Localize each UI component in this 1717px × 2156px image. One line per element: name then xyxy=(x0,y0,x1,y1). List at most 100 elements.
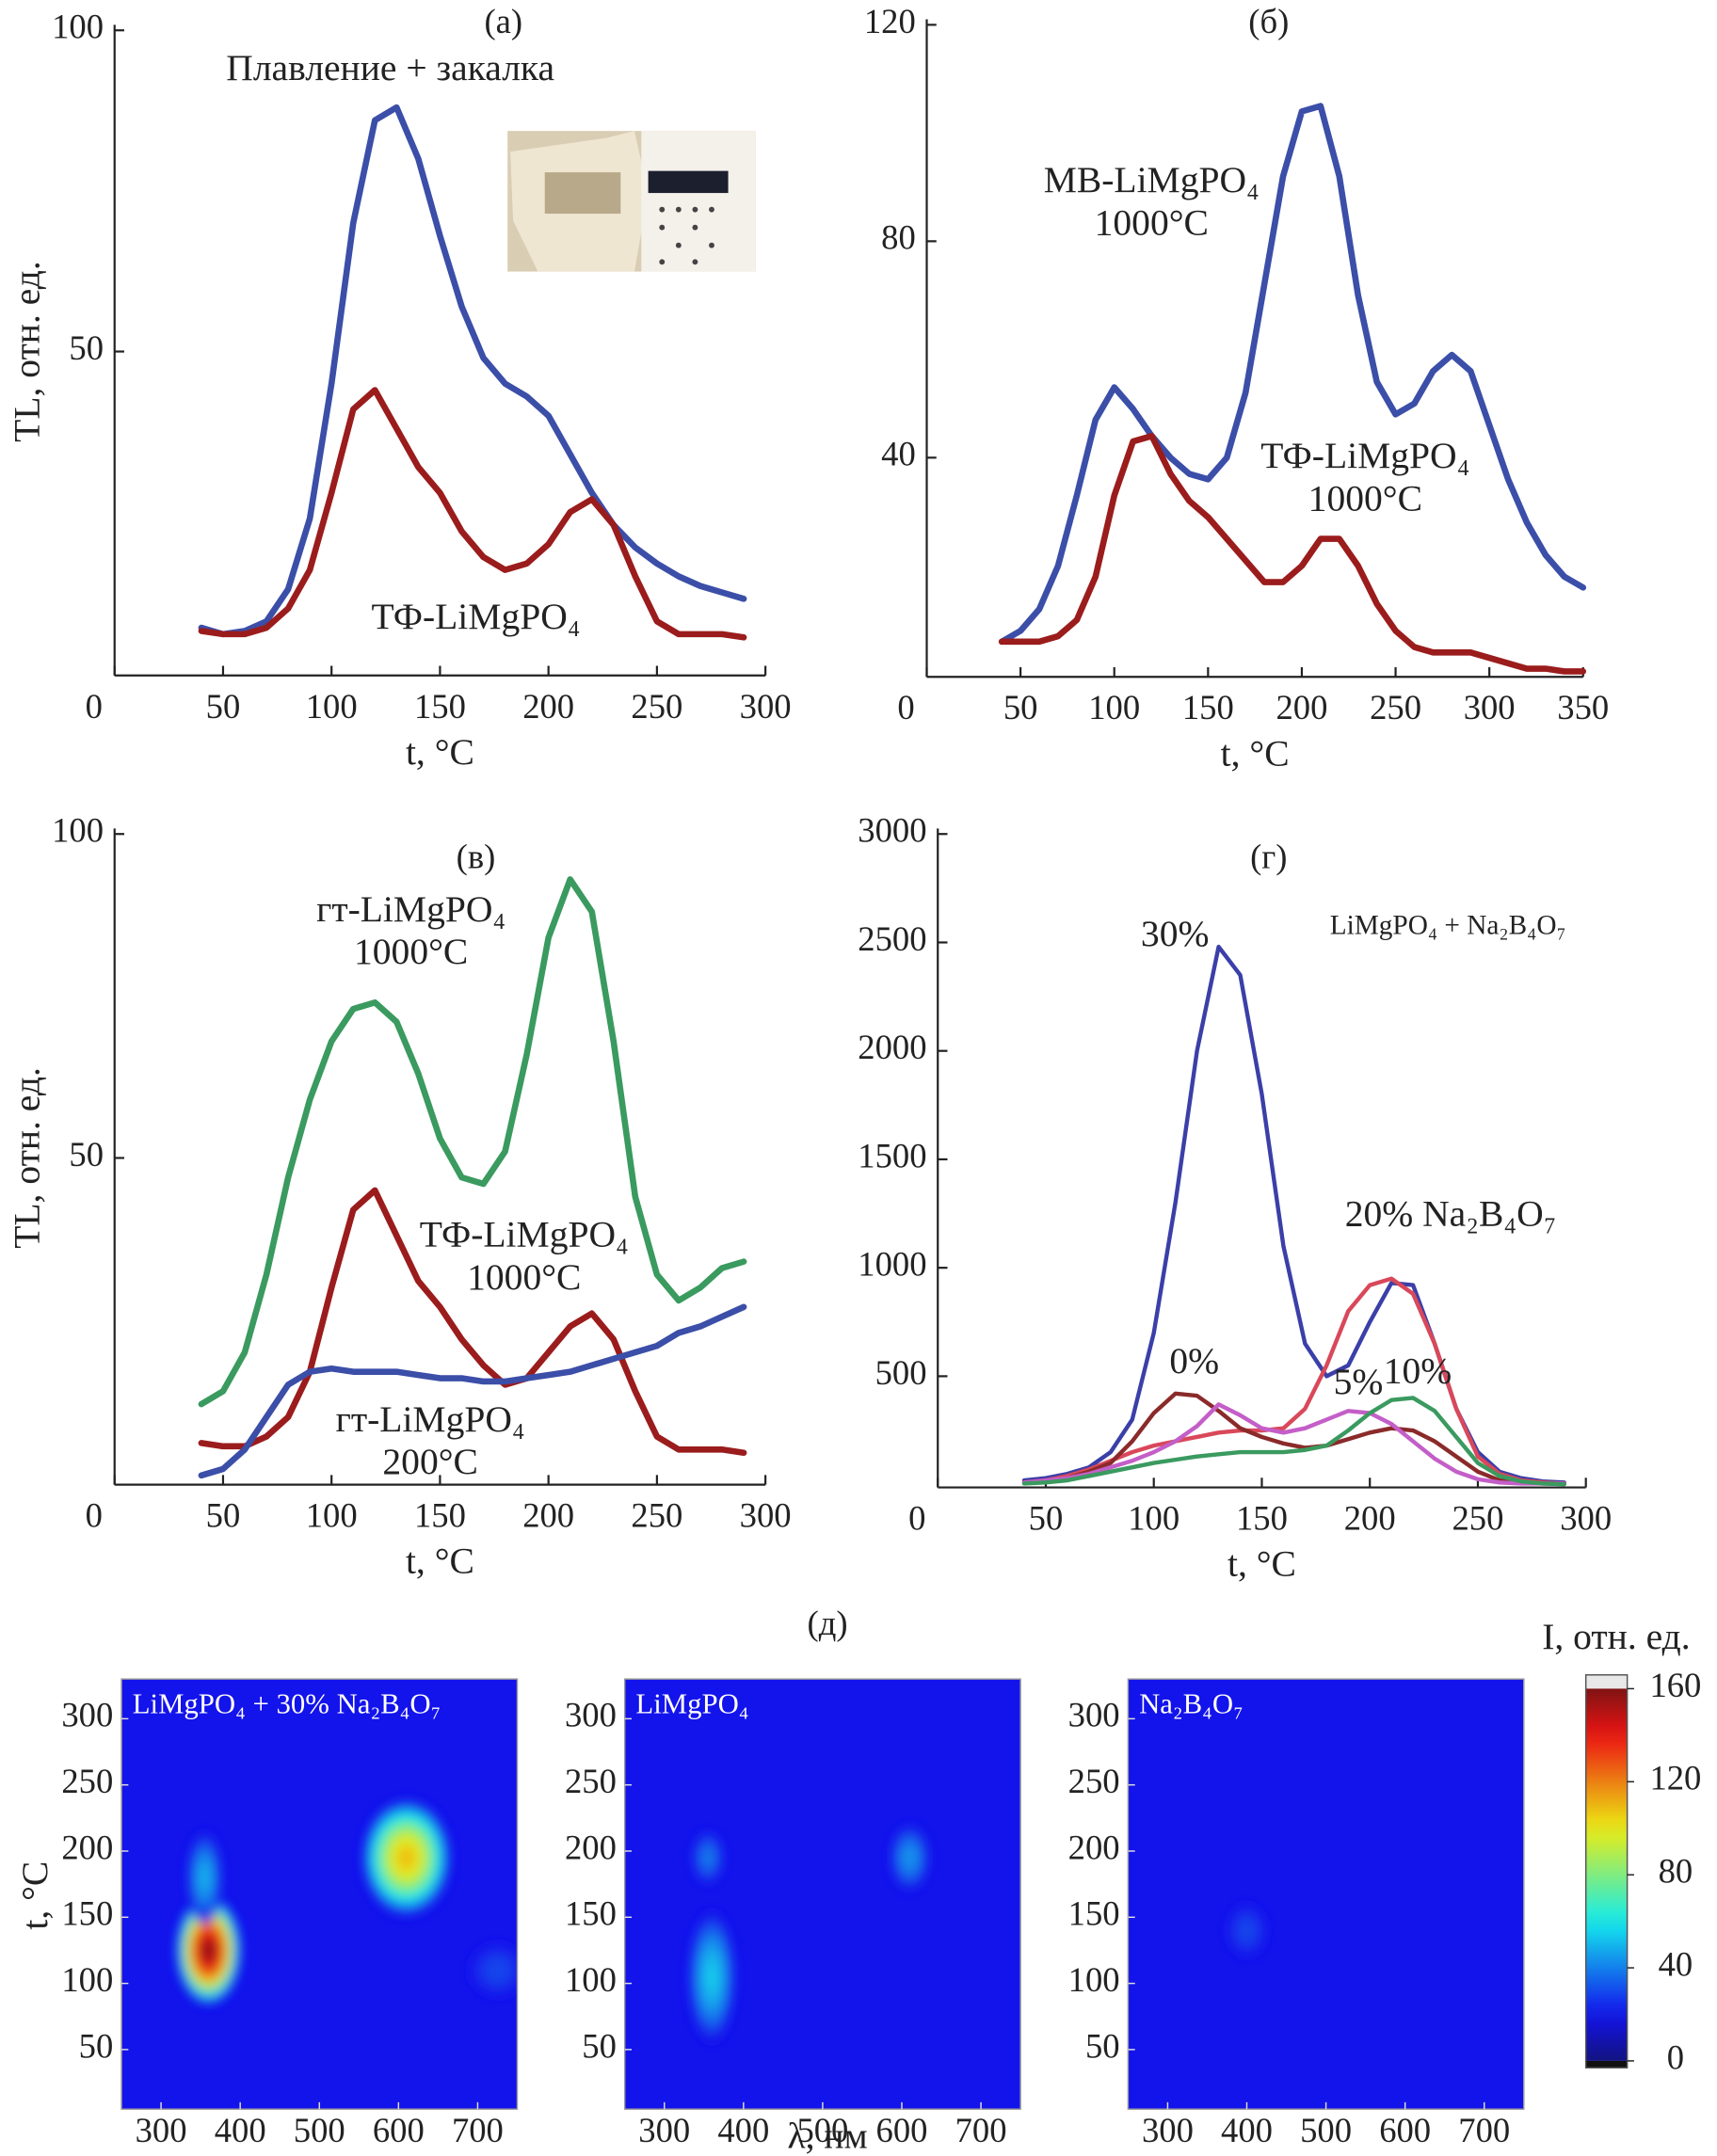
colorbar-label: I, отн. ед. xyxy=(1542,1616,1690,1657)
colorbar-cap-bottom xyxy=(1585,2060,1628,2068)
x-tick-label: 0 xyxy=(86,1496,103,1535)
heat-spot xyxy=(709,1968,715,1986)
series-note: 1000°C xyxy=(354,931,468,972)
y-tick-label: 100 xyxy=(61,1960,113,1999)
series-note: 1000°C xyxy=(1308,477,1422,519)
y-tick-label: 250 xyxy=(565,1762,617,1800)
y-tick-label: 300 xyxy=(565,1696,617,1734)
series-label: ТФ-LiMgPO₄ xyxy=(371,596,580,637)
y-axis-label: TL, отн. ед. xyxy=(6,1067,47,1249)
heat-spot xyxy=(1244,1926,1250,1934)
y-tick-label: 300 xyxy=(1068,1696,1120,1734)
x-tick-label: 100 xyxy=(1128,1499,1179,1538)
heatmap-spots xyxy=(1227,1904,1267,1957)
x-tick-label: 300 xyxy=(740,687,792,726)
x-tick-label: 200 xyxy=(522,687,574,726)
x-tick-label: 100 xyxy=(306,687,358,726)
series-label: МВ-LiMgPO₄ xyxy=(1044,159,1260,200)
series-label: 10% xyxy=(1384,1350,1452,1392)
x-axis-label: t, °C xyxy=(1228,1543,1296,1585)
series-line xyxy=(198,387,747,641)
series-label: ТФ-LiMgPO₄ xyxy=(1260,435,1469,476)
y-tick-label: 250 xyxy=(1068,1762,1120,1800)
series-label: гт-LiMgPO₄ xyxy=(336,1398,525,1440)
x-tick-label: 300 xyxy=(136,2111,187,2149)
panel-title: (г) xyxy=(1250,837,1287,875)
x-tick-label: 600 xyxy=(1379,2111,1431,2149)
series-line xyxy=(198,1187,747,1457)
x-tick-label: 250 xyxy=(1452,1499,1503,1538)
y-tick-label: 200 xyxy=(1068,1828,1120,1866)
y-tick-label: 50 xyxy=(69,328,104,367)
y-tick-label: 300 xyxy=(61,1696,113,1734)
series-line xyxy=(1021,1402,1566,1486)
x-tick-label: 700 xyxy=(1458,2111,1510,2149)
series-line xyxy=(198,876,747,1408)
heatmap-blur xyxy=(687,1824,930,2043)
heat-spot xyxy=(204,1942,214,1957)
y-tick-label: 120 xyxy=(864,2,916,40)
series-line xyxy=(1021,1391,1566,1486)
x-tick-label: 500 xyxy=(294,2111,345,2149)
series-note: 1000°C xyxy=(467,1256,581,1298)
y-tick-label: 50 xyxy=(69,1135,104,1174)
colorbar-cap-top xyxy=(1585,1674,1628,1689)
x-tick-label: 50 xyxy=(1029,1499,1064,1538)
y-tick-label: 50 xyxy=(79,2026,114,2065)
series-label: 5% xyxy=(1334,1361,1384,1402)
y-tick-label: 150 xyxy=(1068,1894,1120,1933)
heatmap-blur xyxy=(1227,1904,1267,1957)
y-tick-label: 3000 xyxy=(858,811,926,850)
x-tick-label: 0 xyxy=(897,688,914,727)
heatmap-background xyxy=(624,1679,1021,2110)
series-label: 0% xyxy=(1169,1340,1219,1381)
x-tick-label: 150 xyxy=(1236,1499,1288,1538)
heatmap-background xyxy=(1128,1679,1524,2110)
x-tick-label: 400 xyxy=(215,2111,266,2149)
x-tick-label: 250 xyxy=(631,1496,682,1535)
colorbar-tick-label: 80 xyxy=(1659,1852,1693,1891)
y-tick-label: 2500 xyxy=(858,919,926,958)
x-tick-label: 400 xyxy=(717,2111,769,2149)
series-label: Плавление + закалка xyxy=(226,47,554,88)
colorbar-frame xyxy=(1584,1674,1629,2068)
x-tick-label: 600 xyxy=(373,2111,425,2149)
x-tick-label: 100 xyxy=(1088,688,1140,727)
colorbar-tick-label: 120 xyxy=(1649,1759,1701,1797)
series-note: 200°C xyxy=(382,1441,478,1482)
x-tick-label: 250 xyxy=(631,687,682,726)
series-label: 20% Na₂B₄O₇ xyxy=(1345,1193,1557,1235)
y-tick-label: 200 xyxy=(565,1828,617,1866)
y-axis-label: TL, отн. ед. xyxy=(6,261,47,442)
x-tick-label: 150 xyxy=(414,687,466,726)
y-tick-label: 100 xyxy=(1068,1960,1120,1999)
y-tick-label: 150 xyxy=(61,1894,113,1933)
series-line xyxy=(1021,1396,1566,1487)
x-axis-label: t, °C xyxy=(1221,732,1290,774)
y-tick-label: 150 xyxy=(565,1894,617,1933)
x-tick-label: 300 xyxy=(1560,1499,1612,1538)
series-line xyxy=(998,103,1587,646)
x-tick-label: 350 xyxy=(1557,688,1609,727)
x-tick-label: 250 xyxy=(1370,688,1421,727)
x-tick-label: 50 xyxy=(1003,688,1038,727)
y-tick-label: 200 xyxy=(61,1828,113,1866)
y-tick-label: 100 xyxy=(565,1960,617,1999)
x-tick-label: 50 xyxy=(206,1496,241,1535)
y-tick-label: 2000 xyxy=(858,1028,926,1066)
heatmap-background xyxy=(121,1679,518,2110)
series-label: 30% xyxy=(1141,913,1209,954)
x-tick-label: 500 xyxy=(796,2111,848,2149)
x-tick-label: 200 xyxy=(522,1496,574,1535)
x-tick-label: 200 xyxy=(1276,688,1327,727)
colorbar xyxy=(1585,1688,1628,2061)
x-tick-label: 0 xyxy=(908,1499,925,1538)
x-tick-label: 700 xyxy=(955,2111,1007,2149)
colorbar-tick-label: 40 xyxy=(1659,1944,1693,1983)
inset-photo xyxy=(507,131,756,272)
y-tick-label: 40 xyxy=(881,435,916,473)
series-line xyxy=(998,433,1587,675)
panel-title: (а) xyxy=(484,2,522,40)
